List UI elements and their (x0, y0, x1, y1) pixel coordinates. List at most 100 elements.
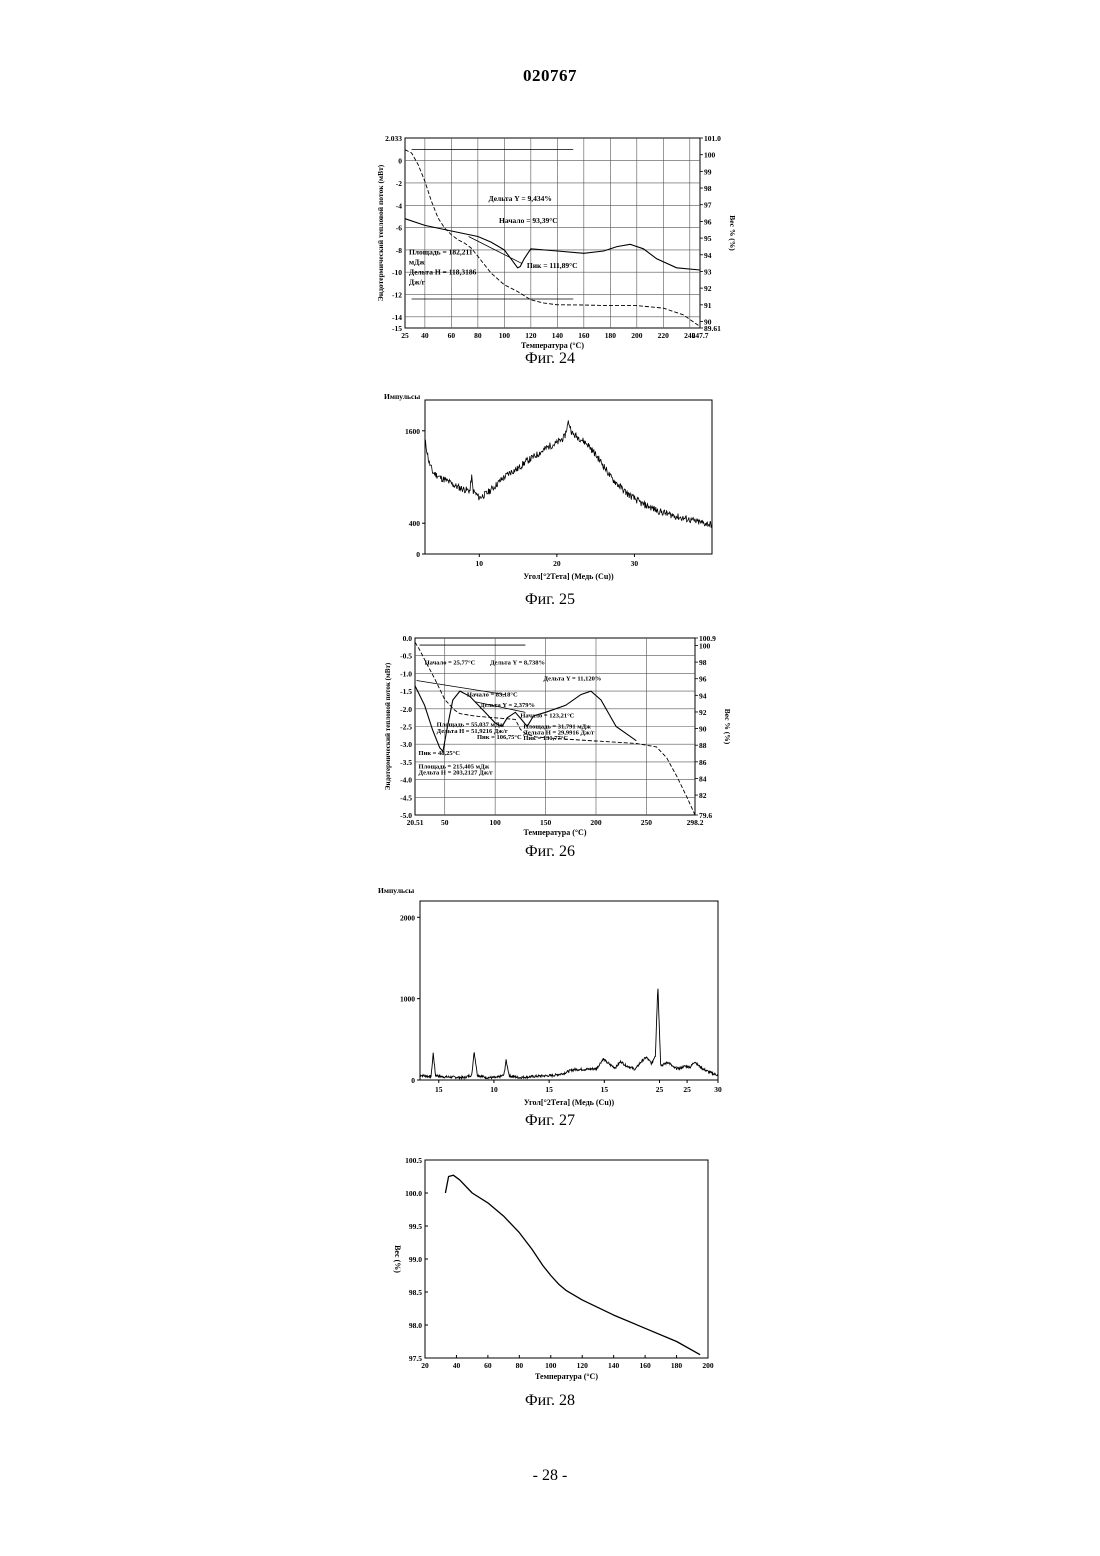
x-tick-label: 50 (441, 818, 449, 827)
y-tick-label: 0 (416, 550, 420, 559)
x-tick-label: 180 (671, 1361, 683, 1370)
y2-tick-label: 94 (699, 691, 707, 700)
figure-24-caption: Фиг. 24 (0, 350, 1100, 368)
y-tick-label: 1600 (405, 427, 420, 436)
y-tick-label: -4.0 (400, 776, 412, 785)
annotation: Дельта Y = 9,434% (488, 194, 551, 203)
annotation: Дельта Н = 203,2127 Дж/г (419, 769, 493, 776)
y-tick-label: 0.0 (403, 634, 413, 643)
figure-27-xrd-chart: Импульсы15101515252530010002000Угол[°2Те… (360, 883, 750, 1108)
x-tick-label: 120 (577, 1361, 589, 1370)
x-tick-label: 140 (552, 331, 564, 340)
x-tick-label: 200 (590, 818, 602, 827)
y-tick-label: 2.033 (385, 134, 402, 143)
y2-tick-label: 86 (699, 758, 707, 767)
x-tick-label: 15 (545, 1085, 553, 1094)
annotation: Пик = 131,77°C (523, 735, 568, 742)
x-tick-label: 40 (453, 1361, 461, 1370)
x-tick-label: 40 (421, 331, 429, 340)
y-tick-label: 98.5 (409, 1288, 422, 1297)
x-tick-label: 10 (476, 559, 484, 568)
annotation: Дельта Y = 11,120% (544, 675, 602, 682)
y2-tick-label: 101.0 (704, 134, 721, 143)
figure-28-caption: Фиг. 28 (0, 1392, 1100, 1410)
figure-24-dsc-tga-chart: 25406080100120140160180200220240247.72.0… (350, 130, 750, 350)
x-tick-label: 150 (540, 818, 552, 827)
y-tick-label: -4 (396, 201, 402, 210)
x-axis-label: Угол[°2Тета] (Медь (Cu)) (523, 572, 614, 581)
annotation: Площадь = 182,211 (409, 247, 473, 256)
annotation: Дельта Н = 118,3186 (409, 267, 477, 276)
figure-25-xrd-chart: Импульсы10203004001600Угол[°2Тета] (Медь… (370, 392, 750, 592)
y2-tick-label: 82 (699, 791, 707, 800)
y-axis-label: Вес (%) (393, 1245, 402, 1273)
x-tick-label: 25 (656, 1085, 664, 1094)
y2-tick-label: 93 (704, 267, 712, 276)
x-tick-label: 160 (639, 1361, 651, 1370)
y2-axis-label: Вес % (%) (728, 215, 737, 251)
y-tick-label: -15 (392, 324, 402, 333)
annotation: Пик = 48,25°C (419, 750, 461, 757)
x-tick-label: 25 (683, 1085, 691, 1094)
y-tick-label: -6 (396, 224, 402, 233)
x-tick-label: 80 (474, 331, 482, 340)
y-tick-label: -3.5 (400, 758, 412, 767)
y-tick-label: 100.0 (405, 1189, 422, 1198)
y2-tick-label: 95 (704, 234, 712, 243)
weight-curve-line (445, 1175, 700, 1355)
annotation: Пик = 111,89°C (527, 261, 578, 270)
x-tick-label: 140 (608, 1361, 620, 1370)
figure-27-caption: Фиг. 27 (0, 1112, 1100, 1130)
y-tick-label: -2.5 (400, 723, 412, 732)
y-tick-label: -1.5 (400, 687, 412, 696)
y2-tick-label: 96 (699, 675, 707, 684)
y2-axis-label: Вес % (%) (723, 709, 732, 745)
plot-frame (425, 1160, 708, 1358)
y2-tick-label: 97 (704, 201, 712, 210)
y2-tick-label: 89.61 (704, 324, 721, 333)
x-axis-label: Температура (°C) (521, 341, 584, 350)
annotation: Начало = 25,77°C (425, 660, 476, 667)
y-tick-label: -14 (392, 313, 402, 322)
y-tick-label: -8 (396, 246, 402, 255)
annotation: Пик = 106,75°C (477, 734, 522, 741)
y2-tick-label: 84 (699, 774, 707, 783)
patent-number: 020767 (0, 66, 1100, 86)
x-tick-label: 160 (578, 331, 590, 340)
y-tick-label: -0.5 (400, 652, 412, 661)
y-tick-label: -1.0 (400, 669, 412, 678)
y2-tick-label: 90 (699, 725, 707, 734)
y-tick-label: 0 (398, 157, 402, 166)
y-tick-label: 98.0 (409, 1321, 422, 1330)
figure-26-dsc-tga-chart: 20.5150100150200250298.20.0-0.5-1.0-1.5-… (350, 630, 750, 835)
y-axis-label: Импульсы (378, 886, 414, 895)
x-tick-label: 200 (631, 331, 643, 340)
x-tick-label: 120 (525, 331, 537, 340)
y-tick-label: 0 (411, 1076, 415, 1085)
x-tick-label: 100 (499, 331, 511, 340)
y-tick-label: 100.5 (405, 1156, 422, 1165)
x-tick-label: 20 (421, 1361, 429, 1370)
y2-tick-label: 79.6 (699, 811, 712, 820)
annotation: Дж/г (409, 277, 426, 286)
x-tick-label: 20 (553, 559, 561, 568)
x-tick-label: 60 (484, 1361, 492, 1370)
x-tick-label: 60 (448, 331, 456, 340)
y-tick-label: -5.0 (400, 811, 412, 820)
y2-tick-label: 100 (699, 641, 711, 650)
x-tick-label: 10 (490, 1085, 498, 1094)
x-axis-label: Температура (°C) (523, 828, 586, 837)
annotation: Дельта Y = 2,379% (480, 702, 535, 709)
y-tick-label: -3.0 (400, 740, 412, 749)
x-tick-label: 100 (545, 1361, 557, 1370)
x-tick-label: 180 (605, 331, 617, 340)
weight-line (405, 150, 700, 327)
y-axis-label: Эндотермический тепловой поток (мВт) (376, 164, 385, 301)
y2-tick-label: 94 (704, 251, 712, 260)
diffraction-pattern-line (425, 420, 712, 527)
y-tick-label: -12 (392, 291, 402, 300)
annotation: Начало = 83,18°C (467, 691, 518, 698)
annotation: Начало = 93,39°C (499, 216, 558, 225)
y-tick-label: 2000 (400, 913, 415, 922)
y2-tick-label: 96 (704, 217, 712, 226)
